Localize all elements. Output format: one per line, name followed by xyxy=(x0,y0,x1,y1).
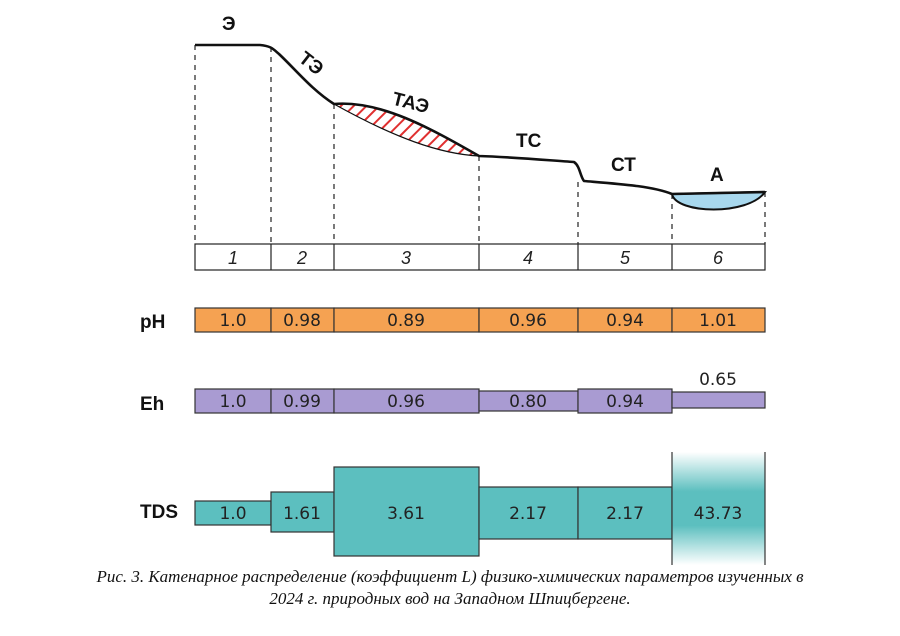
ph-value: 0.98 xyxy=(283,311,321,331)
eh-row-label: Eh xyxy=(140,394,164,415)
tds-value: 2.17 xyxy=(606,504,644,524)
eh-bar xyxy=(270,388,335,414)
eh-row: Eh 1.0 0.99 0.96 0.80 0.94 0.65 xyxy=(140,370,766,415)
ph-bar xyxy=(577,307,673,333)
eh-value: 1.0 xyxy=(219,392,246,412)
tds-value: 1.61 xyxy=(283,504,321,524)
zone-number: 5 xyxy=(620,248,631,268)
ph-value: 0.89 xyxy=(387,311,425,331)
tds-value: 1.0 xyxy=(219,504,246,524)
figure-caption-line2: 2024 г. природных вод на Западном Шпицбе… xyxy=(269,589,631,608)
zone-number: 4 xyxy=(523,248,533,268)
tds-row-label: TDS xyxy=(140,502,178,523)
ph-bar xyxy=(671,307,766,333)
eh-value: 0.96 xyxy=(387,392,425,412)
figure-caption: Рис. 3. Катенарное распределение (коэффи… xyxy=(0,566,900,610)
zone-label-eluvial: Э xyxy=(222,14,236,35)
eh-value: 0.65 xyxy=(699,370,737,390)
tds-bar xyxy=(478,486,579,540)
zone-label-trans-superaqual: ТС xyxy=(516,131,542,152)
zone-label-superaqual: СТ xyxy=(611,155,636,176)
eh-bar xyxy=(577,388,673,414)
ph-bar xyxy=(478,307,579,333)
ph-row: pH 1.0 0.98 0.89 0.96 0.94 1.01 xyxy=(140,307,766,333)
eh-value: 0.99 xyxy=(283,392,321,412)
ph-row-label: pH xyxy=(140,312,165,333)
ph-value: 1.0 xyxy=(219,311,246,331)
tds-bar-gradient xyxy=(672,452,765,565)
figure-caption-line1: Рис. 3. Катенарное распределение (коэффи… xyxy=(96,567,804,586)
eh-value: 0.80 xyxy=(509,392,547,412)
zone-label-aqual: А xyxy=(710,165,724,186)
ph-value: 1.01 xyxy=(699,311,737,331)
ph-value: 0.96 xyxy=(509,311,547,331)
lake-water xyxy=(670,190,767,211)
tds-value: 43.73 xyxy=(694,504,743,524)
tds-bar xyxy=(333,466,480,557)
ph-bar xyxy=(270,307,335,333)
catena-diagram: Э ТЭ ТАЭ ТС СТ А 1 2 3 4 5 6 pH 1.0 0.98… xyxy=(140,14,767,565)
zone-number: 2 xyxy=(296,248,307,268)
eh-bar xyxy=(194,388,272,414)
eh-bar xyxy=(671,391,766,409)
zone-number: 3 xyxy=(401,248,411,268)
zone-dividers xyxy=(194,45,766,244)
ph-value: 0.94 xyxy=(606,311,644,331)
tds-value: 2.17 xyxy=(509,504,547,524)
tds-row: TDS 1.0 1.61 3.61 2.17 2.17 43.73 xyxy=(140,452,766,565)
landscape-profile-line xyxy=(195,43,766,196)
zone-number: 1 xyxy=(228,248,238,268)
eh-bar xyxy=(333,388,480,414)
zone-number: 6 xyxy=(713,248,724,268)
tds-value: 3.61 xyxy=(387,504,425,524)
eh-value: 0.94 xyxy=(606,392,644,412)
zone-number-strip: 1 2 3 4 5 6 xyxy=(194,243,766,271)
ph-bar xyxy=(194,307,272,333)
